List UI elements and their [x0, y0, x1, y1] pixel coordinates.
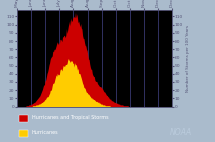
- Bar: [18, 130, 28, 137]
- Text: Hurricanes and Tropical Storms: Hurricanes and Tropical Storms: [32, 115, 109, 120]
- Y-axis label: Number of Storms per 100 Years: Number of Storms per 100 Years: [186, 25, 190, 92]
- Bar: [18, 114, 28, 122]
- Text: Hurricanes: Hurricanes: [32, 130, 58, 135]
- Text: NOAA: NOAA: [170, 128, 192, 137]
